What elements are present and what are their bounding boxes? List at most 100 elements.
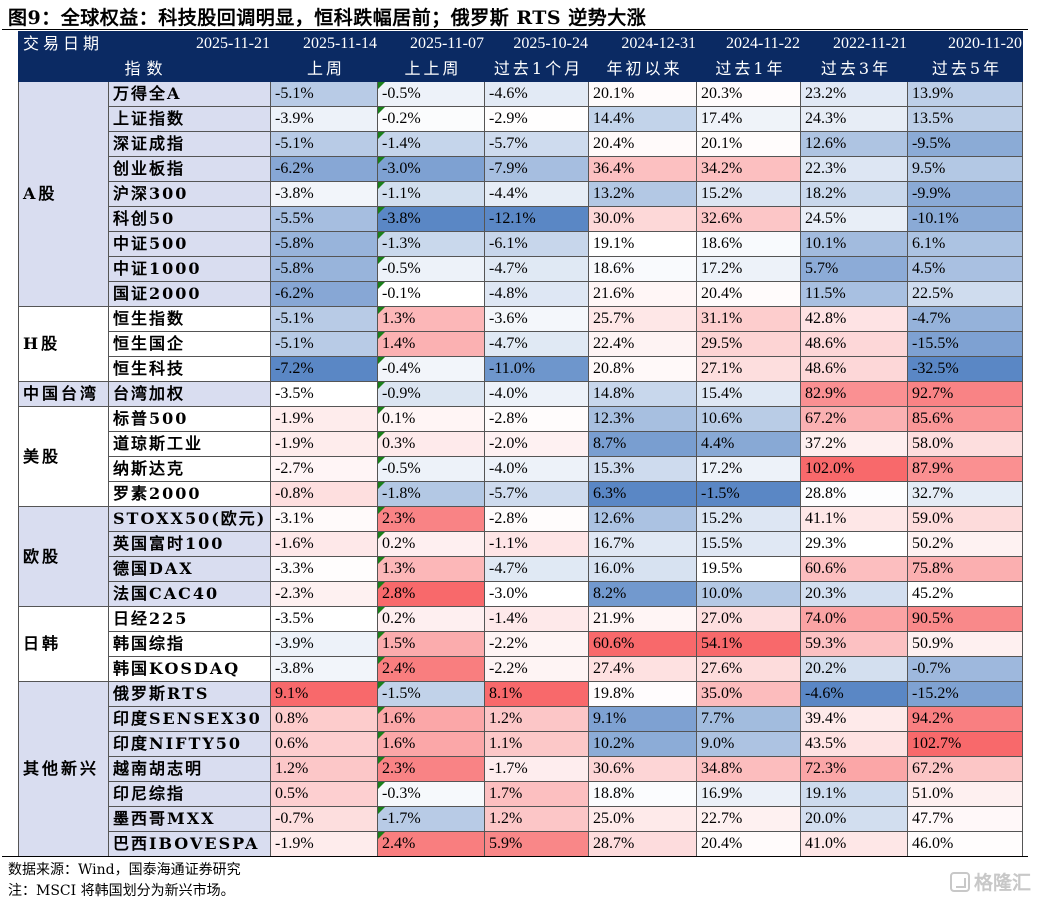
return-cell: 1.2% (270, 756, 378, 782)
return-cell: -1.9% (270, 431, 378, 457)
return-cell: -1.8% (377, 481, 485, 507)
table-row: 创业板指 -6.2% -3.0% -7.9% 36.4% 34.2% 22.3% 9.5% (19, 156, 1023, 182)
return-cell: 30.6% (588, 756, 697, 782)
index-name: 英国富时100 (108, 531, 271, 557)
return-cell: -5.7% (484, 131, 589, 157)
return-cell: 4.5% (907, 256, 1023, 282)
return-cell: -2.0% (484, 431, 589, 457)
return-cell: 22.7% (696, 806, 801, 832)
return-cell: 1.4% (377, 331, 485, 357)
table-row: 法国CAC40 -2.3% 2.8% -3.0% 8.2% 10.0% 20.3% 45.2% (19, 581, 1023, 607)
index-name: 印尼综指 (108, 781, 271, 807)
table-row: 沪深300 -3.8% -1.1% -4.4% 13.2% 15.2% 18.2% -9.9% (19, 181, 1023, 207)
index-name: 创业板指 (108, 156, 271, 182)
return-cell: 0.8% (270, 706, 378, 732)
return-cell: 9.0% (696, 731, 801, 757)
index-name: 标普500 (108, 406, 271, 432)
return-cell: 10.6% (696, 406, 801, 432)
return-cell: 34.8% (696, 756, 801, 782)
return-cell: -5.1% (270, 331, 378, 357)
return-cell: -3.0% (484, 581, 589, 607)
return-cell: 43.5% (800, 731, 908, 757)
return-cell: 90.5% (907, 606, 1023, 632)
period-header: 过去1个月 (484, 56, 589, 82)
return-cell: -4.6% (800, 681, 908, 707)
return-cell: -5.1% (270, 131, 378, 157)
return-cell: 20.1% (696, 131, 801, 157)
return-cell: 19.8% (588, 681, 697, 707)
watermark-logo-icon (949, 871, 970, 892)
table-row: 恒生科技 -7.2% -0.4% -11.0% 20.8% 27.1% 48.6% -32.5… (19, 356, 1023, 382)
return-cell: 20.0% (800, 806, 908, 832)
return-cell: 20.4% (588, 131, 697, 157)
index-name: 万得全A (108, 81, 271, 107)
return-cell: -0.8% (270, 481, 378, 507)
table-row: 上证指数 -3.9% -0.2% -2.9% 14.4% 17.4% 24.3% 13.5% (19, 106, 1023, 132)
return-cell: -15.5% (907, 331, 1023, 357)
return-cell: 16.7% (588, 531, 697, 557)
return-cell: 29.5% (696, 331, 801, 357)
return-cell: -0.9% (377, 381, 485, 407)
market-group-label: 日韩 (18, 606, 109, 682)
return-cell: 74.0% (800, 606, 908, 632)
index-name: 韩国KOSDAQ (108, 656, 271, 682)
return-cell: -5.5% (270, 206, 378, 232)
return-cell: 25.7% (588, 306, 697, 332)
return-cell: 9.1% (270, 681, 378, 707)
return-cell: 82.9% (800, 381, 908, 407)
return-cell: 2.3% (377, 506, 485, 532)
return-cell: 92.7% (907, 381, 1023, 407)
return-cell: 48.6% (800, 356, 908, 382)
return-cell: 24.5% (800, 206, 908, 232)
title-rule (2, 29, 1028, 30)
return-cell: 27.6% (696, 656, 801, 682)
period-header: 上周 (270, 56, 378, 82)
return-cell: 41.1% (800, 506, 908, 532)
return-cell: -9.5% (907, 131, 1023, 157)
index-name: 国证2000 (108, 281, 271, 307)
return-cell: -32.5% (907, 356, 1023, 382)
date-header: 2025-11-14 (270, 31, 378, 57)
return-cell: 36.4% (588, 156, 697, 182)
return-cell: -11.0% (484, 356, 589, 382)
table-row: 巴西IBOVESPA -1.9% 2.4% 5.9% 28.7% 20.4% 41.0% 46… (19, 831, 1023, 857)
return-cell: 0.1% (377, 406, 485, 432)
return-cell: -1.1% (377, 181, 485, 207)
return-cell: -5.1% (270, 81, 378, 107)
return-cell: 31.1% (696, 306, 801, 332)
period-header: 过去3年 (800, 56, 908, 82)
table-row: 恒生国企 -5.1% 1.4% -4.7% 22.4% 29.5% 48.6% -15.5% (19, 331, 1023, 357)
period-header: 过去1年 (696, 56, 801, 82)
market-group-label: 中国台湾 (18, 381, 109, 407)
index-column-header: 指数 (18, 56, 271, 82)
return-cell: 39.4% (800, 706, 908, 732)
return-cell: -1.4% (377, 131, 485, 157)
return-cell: 8.7% (588, 431, 697, 457)
return-cell: -6.1% (484, 231, 589, 257)
return-cell: -4.7% (484, 256, 589, 282)
footnote: 注：MSCI 将韩国划分为新兴市场。 (8, 883, 235, 899)
return-cell: -5.8% (270, 256, 378, 282)
table-row: 中证1000 -5.8% -0.5% -4.7% 18.6% 17.2% 5.7% 4.5% (19, 256, 1023, 282)
table-row: 欧股 STOXX50(欧元) -3.1% 2.3% -2.8% 12.6% 15.2% 41.… (18, 506, 1023, 607)
return-cell: -4.8% (484, 281, 589, 307)
return-cell: -3.0% (377, 156, 485, 182)
table-row: H股 恒生指数 -5.1% 1.3% -3.6% 25.7% 31.1% 42.8% -4.7% (18, 306, 1023, 382)
return-cell: -0.5% (377, 456, 485, 482)
index-name: 越南胡志明 (108, 756, 271, 782)
return-cell: 22.3% (800, 156, 908, 182)
return-cell: -3.6% (484, 306, 589, 332)
index-name: 上证指数 (108, 106, 271, 132)
return-cell: -15.2% (907, 681, 1023, 707)
return-cell: 9.5% (907, 156, 1023, 182)
table-row: 其他新兴 俄罗斯RTS 9.1% -1.5% 8.1% 19.8% 35.0% -4.6% -1… (18, 681, 1023, 857)
return-cell: 1.3% (377, 556, 485, 582)
return-cell: -0.5% (377, 256, 485, 282)
return-cell: 13.9% (907, 81, 1023, 107)
return-cell: 34.2% (696, 156, 801, 182)
return-cell: 29.3% (800, 531, 908, 557)
return-cell: 20.3% (696, 81, 801, 107)
return-cell: 2.3% (377, 756, 485, 782)
return-cell: -5.7% (484, 481, 589, 507)
return-cell: 1.2% (484, 706, 589, 732)
